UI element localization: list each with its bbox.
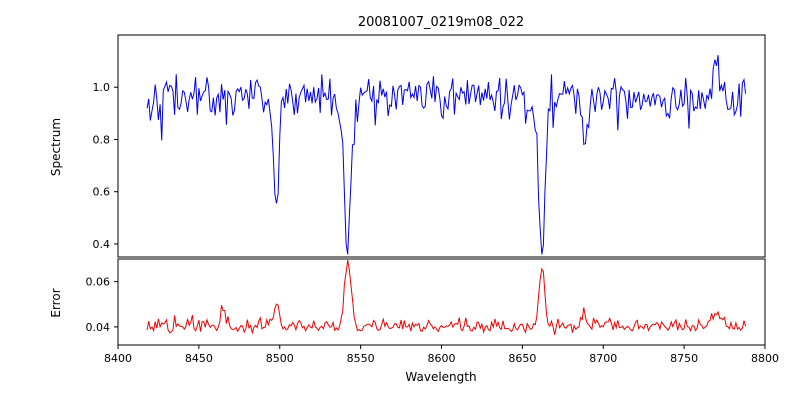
error-y-axis-label: Error [49, 288, 63, 317]
x-tick-label: 8400 [104, 352, 132, 365]
error-line [146, 260, 747, 335]
spectrum-y-tick-label: 0.6 [93, 186, 111, 199]
x-tick-label: 8600 [428, 352, 456, 365]
spectrum-y-tick-label: 1.0 [93, 81, 111, 94]
x-tick-label: 8450 [185, 352, 213, 365]
error-y-tick-label: 0.04 [86, 321, 111, 334]
chart-title: 20081007_0219m08_022 [358, 15, 524, 30]
spectrum-y-axis-label: Spectrum [49, 118, 63, 176]
x-tick-label: 8650 [508, 352, 536, 365]
spectrum-y-tick-label: 0.8 [93, 133, 111, 146]
x-tick-label: 8800 [751, 352, 779, 365]
spectrum-y-tick-label: 0.4 [93, 238, 111, 251]
error-panel-border [117, 258, 766, 346]
spectrum-line [146, 55, 747, 255]
x-axis-label: Wavelength [405, 370, 476, 384]
error-y-tick-label: 0.06 [86, 276, 111, 289]
spectrum-panel-border [117, 34, 766, 258]
x-tick-label: 8750 [670, 352, 698, 365]
x-tick-label: 8500 [266, 352, 294, 365]
x-tick-label: 8700 [589, 352, 617, 365]
x-tick-label: 8550 [347, 352, 375, 365]
plot-area: 8400 8450 8500 8550 8600 8650 8700 8750 8800 0.4 0… [86, 34, 779, 365]
